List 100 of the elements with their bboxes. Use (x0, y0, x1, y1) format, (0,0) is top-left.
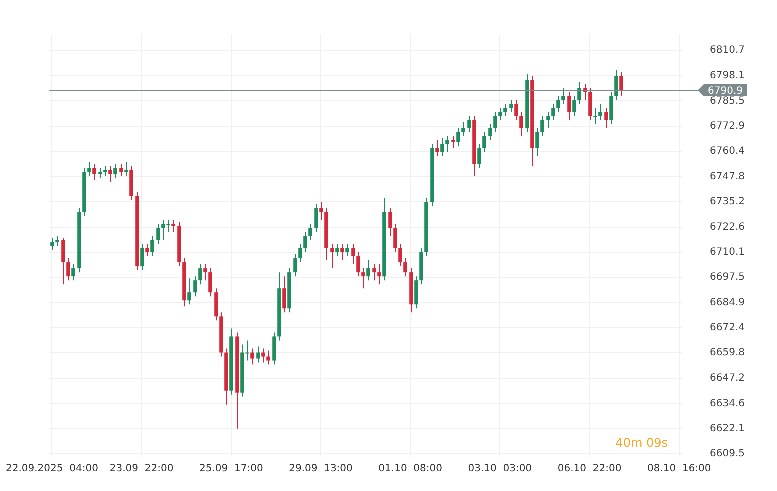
candlestick (572, 96, 576, 117)
candlestick (194, 276, 198, 298)
candlestick (552, 104, 556, 121)
candlestick (314, 204, 318, 233)
candlestick (140, 244, 144, 272)
candlestick (92, 164, 96, 181)
candlestick (66, 258, 70, 282)
y-tick-label: 6672.4 (710, 322, 746, 334)
candlestick (394, 224, 398, 254)
candlestick (294, 254, 298, 278)
candlestick (568, 92, 572, 121)
candlestick (298, 244, 302, 264)
candlestick (356, 252, 360, 278)
y-tick-label: 6634.6 (710, 398, 746, 410)
x-tick-label: 08.10 16:00 (647, 464, 712, 475)
y-tick-label: 6684.9 (710, 297, 746, 308)
candlestick (124, 162, 128, 177)
candlestick (562, 88, 566, 105)
candlestick (462, 122, 466, 137)
candlestick (198, 264, 202, 286)
candlestick (346, 244, 350, 258)
y-tick-label: 6760.4 (710, 146, 746, 158)
candlestick (482, 132, 486, 153)
candlestick (494, 112, 498, 133)
candlestick (378, 264, 382, 286)
candlestick (256, 346, 260, 364)
candlestick (468, 116, 472, 133)
candlestick (320, 202, 324, 221)
ref-line-label: 6790.9 (708, 86, 744, 98)
candlestick (594, 108, 598, 125)
candlestick (340, 244, 344, 262)
y-tick-label: 6609.5 (710, 448, 746, 460)
candlestick (366, 260, 370, 282)
candlestick (546, 112, 550, 129)
x-tick-label: 01.10 08:00 (378, 464, 442, 475)
candlestick (510, 100, 514, 113)
y-tick-label: 6747.8 (710, 171, 746, 182)
candlestick (98, 168, 102, 179)
candlestick (362, 268, 366, 290)
x-tick-label: 22.09.2025 04:00 (6, 464, 98, 475)
candlestick (388, 208, 392, 237)
candlestick (556, 96, 560, 113)
candlestick (208, 268, 212, 298)
candlestick (604, 108, 608, 129)
y-tick-label: 6659.8 (710, 348, 746, 359)
candlestick (504, 104, 508, 117)
y-tick-label: 6798.1 (710, 70, 746, 82)
candlestick (578, 82, 582, 105)
candlestick (398, 244, 402, 268)
y-tick-label: 6722.6 (710, 222, 746, 233)
candlestick (50, 238, 54, 252)
candlestick (120, 164, 124, 177)
candlestick (250, 348, 254, 366)
y-tick-label: 6735.2 (710, 196, 746, 208)
candlestick (72, 264, 76, 282)
candlestick (598, 104, 602, 121)
candlestick (620, 72, 624, 97)
candlestick (498, 108, 502, 121)
candlestick (62, 238, 66, 286)
candlestick (330, 244, 334, 270)
candlestick (204, 264, 208, 282)
candlestick (266, 350, 270, 366)
candlestick (440, 138, 444, 157)
candlestick (536, 128, 540, 157)
x-tick-label: 06.10 22:00 (558, 464, 622, 475)
x-tick-label: 03.10 03:00 (468, 464, 532, 475)
y-tick-label: 6710.1 (710, 246, 746, 258)
candlestick (456, 128, 460, 147)
candlestick (308, 224, 312, 241)
candlestick (88, 162, 92, 177)
candlestick (336, 244, 340, 258)
y-tick-label: 6697.5 (710, 272, 746, 284)
candlestick (108, 166, 112, 183)
candlestick (156, 224, 160, 245)
y-tick-label: 6622.1 (710, 423, 746, 434)
candlestick (172, 220, 176, 233)
candlestick (56, 236, 60, 248)
annotation: 40m 09s (616, 436, 668, 450)
candlestick (404, 258, 408, 278)
candlestick (352, 244, 356, 266)
candlestick (478, 144, 482, 169)
candlestick (436, 140, 440, 157)
candlestick (488, 124, 492, 141)
y-tick-label: 6772.9 (710, 121, 746, 132)
candlestick (114, 164, 118, 179)
candlestick (520, 112, 524, 137)
x-tick-label: 25.09 17:00 (200, 464, 264, 475)
candlestick (514, 100, 518, 121)
x-tick-label: 29.09 13:00 (289, 464, 353, 475)
candlestick (262, 348, 266, 364)
candlestick (614, 70, 618, 101)
candlestick (146, 244, 150, 258)
y-tick-label: 6785.5 (710, 96, 746, 107)
candlestick (452, 136, 456, 149)
candlestick (540, 116, 544, 137)
candlestick (372, 264, 376, 282)
y-tick-label: 6810.7 (710, 45, 746, 56)
candlestick (282, 276, 286, 314)
candlestick (104, 166, 108, 177)
candlestick (150, 236, 154, 258)
